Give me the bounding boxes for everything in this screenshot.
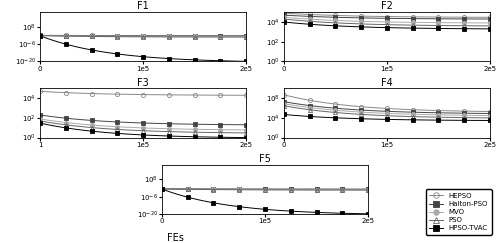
Text: FEs: FEs — [166, 233, 184, 243]
Title: F1: F1 — [137, 1, 149, 11]
Title: F5: F5 — [259, 154, 271, 164]
Title: F3: F3 — [137, 78, 149, 88]
Title: F4: F4 — [381, 78, 393, 88]
Title: F2: F2 — [381, 1, 393, 11]
Legend: HEPSO, Halton-PSO, MVO, PSO, HPSO-TVAC: HEPSO, Halton-PSO, MVO, PSO, HPSO-TVAC — [426, 189, 492, 235]
